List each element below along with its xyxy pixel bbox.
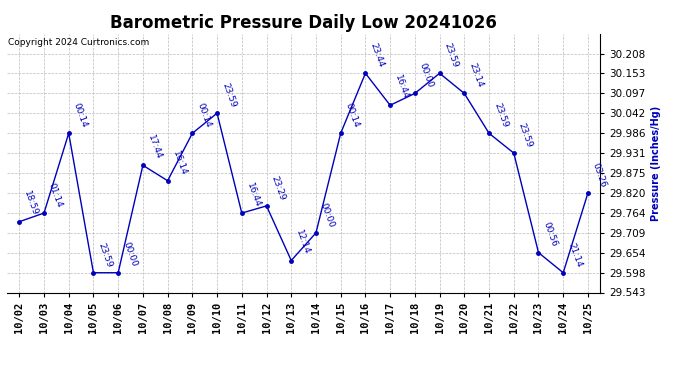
Text: 23:59: 23:59 (97, 241, 114, 268)
Text: 00:00: 00:00 (121, 241, 139, 268)
Text: 00:56: 00:56 (542, 221, 559, 248)
Text: 16:44: 16:44 (393, 74, 411, 101)
Text: 00:00: 00:00 (319, 201, 336, 228)
Text: 00:00: 00:00 (418, 62, 435, 89)
Text: 16:14: 16:14 (170, 149, 188, 176)
Title: Barometric Pressure Daily Low 20241026: Barometric Pressure Daily Low 20241026 (110, 14, 497, 32)
Text: 23:29: 23:29 (270, 174, 287, 202)
Text: 01:14: 01:14 (47, 182, 64, 209)
Text: 21:14: 21:14 (566, 241, 584, 268)
Text: 00:14: 00:14 (195, 102, 213, 129)
Text: 18:59: 18:59 (22, 190, 39, 217)
Text: 00:14: 00:14 (72, 102, 89, 129)
Text: Copyright 2024 Curtronics.com: Copyright 2024 Curtronics.com (8, 38, 149, 46)
Text: 23:59: 23:59 (442, 42, 460, 69)
Text: 23:59: 23:59 (220, 82, 237, 109)
Text: 12:14: 12:14 (294, 229, 311, 256)
Text: 00:14: 00:14 (344, 102, 361, 129)
Text: 23:44: 23:44 (368, 42, 386, 69)
Text: 16:44: 16:44 (245, 182, 262, 209)
Y-axis label: Pressure (Inches/Hg): Pressure (Inches/Hg) (651, 105, 662, 221)
Text: 23:14: 23:14 (467, 62, 484, 89)
Text: 23:59: 23:59 (517, 122, 534, 149)
Text: 03:26: 03:26 (591, 161, 608, 189)
Text: 17:44: 17:44 (146, 134, 163, 161)
Text: 23:59: 23:59 (492, 102, 509, 129)
